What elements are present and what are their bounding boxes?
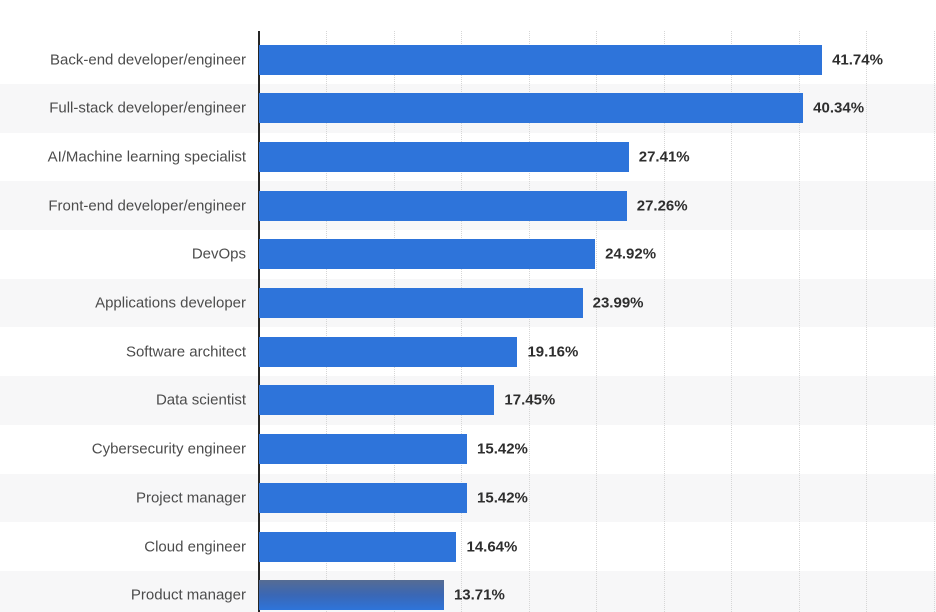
value-label: 41.74% — [832, 51, 883, 69]
value-label: 13.71% — [453, 586, 505, 604]
bar[interactable] — [259, 141, 629, 172]
bar[interactable] — [259, 385, 495, 416]
category-label: Back-end developer/engineer — [50, 51, 246, 69]
gridline — [663, 31, 665, 612]
row-band — [0, 570, 936, 612]
bar[interactable] — [259, 580, 444, 611]
gridline — [461, 31, 463, 612]
gridline — [393, 31, 395, 612]
category-label: Project manager — [135, 489, 246, 507]
value-label: 40.34% — [813, 99, 865, 117]
value-label: 15.42% — [477, 440, 528, 458]
bar[interactable] — [259, 288, 583, 319]
bar[interactable] — [259, 482, 468, 513]
gridline — [596, 31, 598, 612]
category-label: DevOps — [191, 245, 246, 263]
gridline — [798, 31, 800, 612]
gridline — [933, 31, 935, 612]
value-label: 19.16% — [527, 343, 579, 361]
category-label: Software architect — [125, 343, 246, 361]
row-band — [0, 473, 936, 523]
value-label: 24.92% — [605, 245, 657, 263]
bar[interactable] — [259, 44, 823, 75]
gridline — [528, 31, 530, 612]
category-label: Front-end developer/engineer — [48, 197, 246, 215]
value-label: 27.26% — [636, 197, 688, 215]
category-label: Cybersecurity engineer — [91, 440, 246, 458]
bar[interactable] — [259, 93, 804, 124]
bar[interactable] — [259, 190, 627, 221]
category-label: Full-stack developer/engineer — [49, 99, 246, 117]
value-label: 14.64% — [466, 538, 518, 556]
value-label: 27.41% — [638, 148, 690, 166]
bar[interactable] — [259, 434, 468, 465]
gridline — [731, 31, 733, 612]
value-label: 23.99% — [592, 294, 644, 312]
bar[interactable] — [259, 239, 596, 270]
value-label: 17.45% — [504, 391, 556, 409]
y-axis-line — [257, 31, 260, 612]
gridline — [326, 31, 328, 612]
gridline — [866, 31, 868, 612]
category-label: Applications developer — [95, 294, 246, 312]
bar[interactable] — [259, 336, 518, 367]
category-label: Cloud engineer — [144, 538, 246, 556]
category-label: Product manager — [130, 586, 246, 604]
category-label: Data scientist — [155, 391, 246, 409]
bar[interactable] — [259, 531, 457, 562]
category-label: AI/Machine learning specialist — [47, 148, 246, 166]
value-label: 15.42% — [477, 489, 528, 507]
